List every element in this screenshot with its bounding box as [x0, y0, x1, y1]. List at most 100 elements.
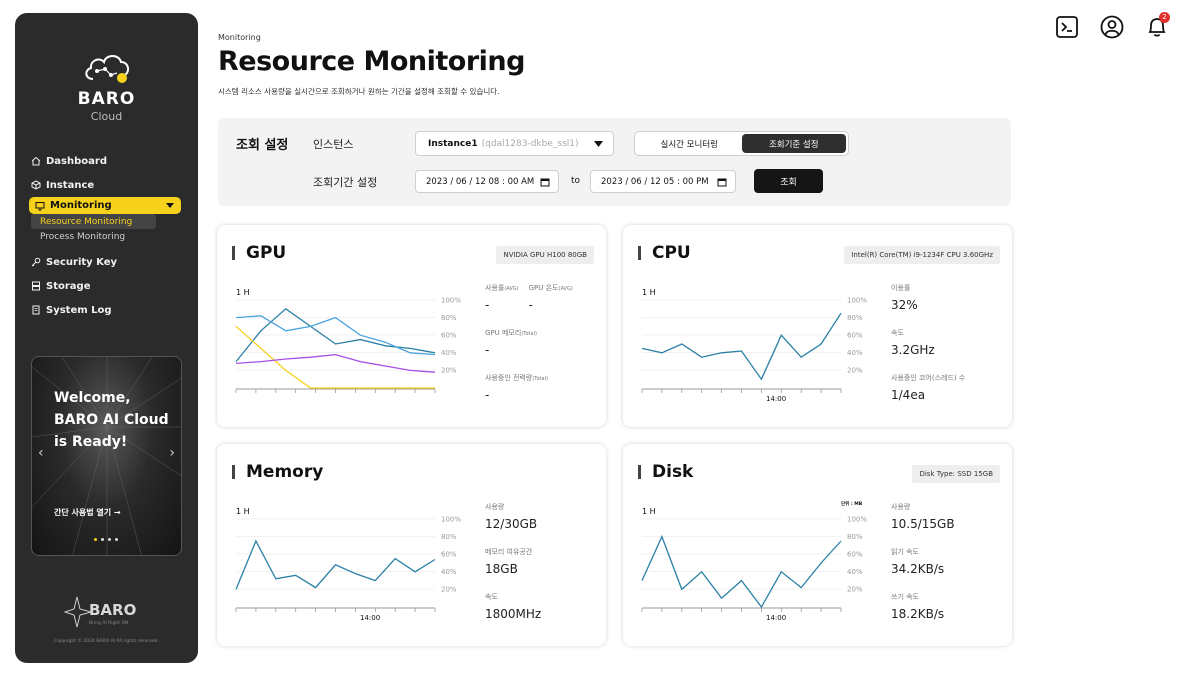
stat-value: -	[485, 298, 490, 312]
stat-block: 사용률(AVG) -	[485, 283, 519, 328]
brand-logo[interactable]: BARO Cloud	[15, 49, 198, 123]
top-toolbar: 2	[1054, 12, 1170, 40]
gpu-model-chip: NVIDIA GPU H100 80GB	[496, 246, 594, 264]
footer-brand-name: BARO	[89, 601, 137, 619]
series-line	[235, 307, 436, 363]
stat-label-suffix: (AVG)	[504, 286, 519, 292]
home-icon	[31, 156, 41, 166]
starfield-background	[32, 357, 181, 555]
period-label: 조회기간 설정	[313, 176, 378, 189]
stat-label-suffix: (AVG)	[558, 286, 573, 292]
stat-label: 속도	[485, 593, 498, 601]
sidebar-item-monitoring[interactable]: Monitoring	[29, 197, 181, 214]
stat-value: 34.2KB/s	[891, 562, 945, 576]
period-setting-tab[interactable]: 조회기준 설정	[741, 134, 846, 153]
stat-value: 32%	[891, 298, 918, 312]
cpu-model-chip: Intel(R) Core(TM) i9-1234F CPU 3.60GHz	[844, 246, 1000, 264]
footer-logo: BARO Bring AI Right ON	[63, 593, 143, 637]
footer-tagline: Bring AI Right ON	[89, 621, 129, 626]
chart-time-label: 14:00	[360, 614, 381, 622]
y-tick-label: 60%	[441, 551, 457, 559]
carousel-dot[interactable]	[115, 538, 118, 541]
stat-value: -	[485, 388, 490, 402]
sidebar-item-instance[interactable]: Instance	[31, 173, 198, 197]
sidebar-item-label: Monitoring	[50, 200, 112, 211]
page-description: 시스템 리소스 사용량을 실시간으로 조회하거나 원하는 기간을 설정해 조회할…	[218, 87, 500, 96]
terminal-icon[interactable]	[1054, 14, 1080, 40]
start-datetime-input[interactable]: 2023 / 06 / 12 08 : 00 AM	[415, 170, 559, 193]
breadcrumb[interactable]: Monitoring	[218, 33, 261, 42]
y-tick-label: 80%	[441, 314, 457, 322]
y-tick-label: 100%	[847, 516, 867, 524]
sidebar: BARO Cloud Dashboard Instance Monitoring…	[15, 13, 198, 663]
y-tick-label: 40%	[441, 349, 457, 357]
gpu-stats: 사용률(AVG) - GPU 온도(AVG) - GPU 메모리(Total) …	[485, 283, 600, 418]
series-line	[235, 353, 436, 373]
chevron-down-icon	[166, 200, 174, 211]
sidebar-subitem-process-monitoring[interactable]: Process Monitoring	[40, 231, 126, 242]
y-tick-label: 20%	[847, 367, 863, 375]
notification-badge: 2	[1159, 12, 1170, 23]
sidebar-subitem-resource-monitoring[interactable]: Resource Monitoring	[31, 214, 156, 229]
baro-star-logo-icon	[63, 596, 93, 628]
y-tick-label: 20%	[847, 586, 863, 594]
end-datetime-input[interactable]: 2023 / 06 / 12 05 : 00 PM	[590, 170, 736, 193]
series-line	[641, 534, 842, 609]
y-tick-label: 100%	[441, 516, 461, 524]
open-guide-link[interactable]: 간단 사용법 열기 →	[54, 508, 121, 517]
instance-label: 인스턴스	[313, 138, 354, 151]
query-button[interactable]: 조회	[754, 169, 823, 193]
database-icon	[31, 281, 41, 291]
chart-range-label: 1 H	[642, 507, 656, 516]
stat-value: -	[485, 343, 490, 357]
stat-value: 3.2GHz	[891, 343, 935, 357]
instance-select[interactable]: Instance1 (qdal1283-dkbe_ssl1)	[415, 131, 614, 156]
sidebar-item-label: System Log	[46, 304, 112, 316]
carousel-dot[interactable]	[108, 538, 111, 541]
card-title: CPU	[638, 243, 691, 263]
sidebar-item-system-log[interactable]: System Log	[31, 298, 198, 322]
y-tick-label: 40%	[441, 568, 457, 576]
page-title: Resource Monitoring	[218, 46, 525, 77]
y-tick-label: 40%	[847, 349, 863, 357]
carousel-dot[interactable]	[94, 538, 97, 541]
stat-label: 사용량	[891, 503, 911, 511]
carousel-dot[interactable]	[101, 538, 104, 541]
realtime-monitoring-tab[interactable]: 실시간 모니터링	[660, 139, 718, 150]
query-settings-title: 조회 설정	[236, 138, 289, 153]
chart-range-label: 1 H	[236, 507, 250, 516]
calendar-icon	[540, 177, 550, 190]
cpu-card: 100% 80% 60% 40% 20% CPU Intel(R) Core(TM) i…	[623, 225, 1012, 427]
stat-value: 12/30GB	[485, 517, 538, 531]
series-line	[235, 539, 436, 590]
sidebar-item-security-key[interactable]: Security Key	[31, 250, 198, 274]
chart-unit-label: 단위 : MB	[841, 502, 863, 507]
card-title: Memory	[232, 462, 323, 482]
brand-name: BARO	[77, 89, 136, 109]
carousel-prev-icon[interactable]: ‹	[38, 445, 44, 461]
stat-label-suffix: (Total)	[532, 376, 548, 382]
y-tick-label: 20%	[441, 586, 457, 594]
chart-time-label: 14:00	[766, 395, 787, 403]
sidebar-item-dashboard[interactable]: Dashboard	[31, 149, 198, 173]
stat-label: 메모리 여유공간	[485, 548, 533, 556]
carousel-next-icon[interactable]: ›	[169, 445, 175, 461]
sidebar-item-label: Security Key	[46, 256, 118, 268]
stat-label: 사용중인 코어(스레드) 수	[891, 374, 966, 382]
bell-icon[interactable]: 2	[1144, 12, 1170, 40]
series-line	[641, 312, 842, 381]
welcome-title: Welcome, BARO AI Cloud is Ready!	[54, 390, 169, 450]
stat-label-text: 사용중인 전력량	[485, 374, 533, 382]
sidebar-item-label: Instance	[46, 179, 95, 191]
stat-value: 1/4ea	[891, 388, 926, 402]
user-icon[interactable]	[1099, 14, 1125, 40]
stat-value: 18.2KB/s	[891, 607, 945, 621]
carousel-dots	[94, 538, 118, 541]
memory-card: 100% 80% 60% 40% 20% Memory 1 H 14:00 사용량 12…	[217, 444, 606, 646]
stat-label: GPU 메모리(Total)	[485, 328, 600, 338]
sidebar-item-storage[interactable]: Storage	[31, 274, 198, 298]
key-icon	[31, 257, 41, 267]
cube-icon	[31, 180, 41, 190]
y-tick-label: 40%	[847, 568, 863, 576]
stat-label: 사용중인 전력량(Total)	[485, 373, 600, 383]
